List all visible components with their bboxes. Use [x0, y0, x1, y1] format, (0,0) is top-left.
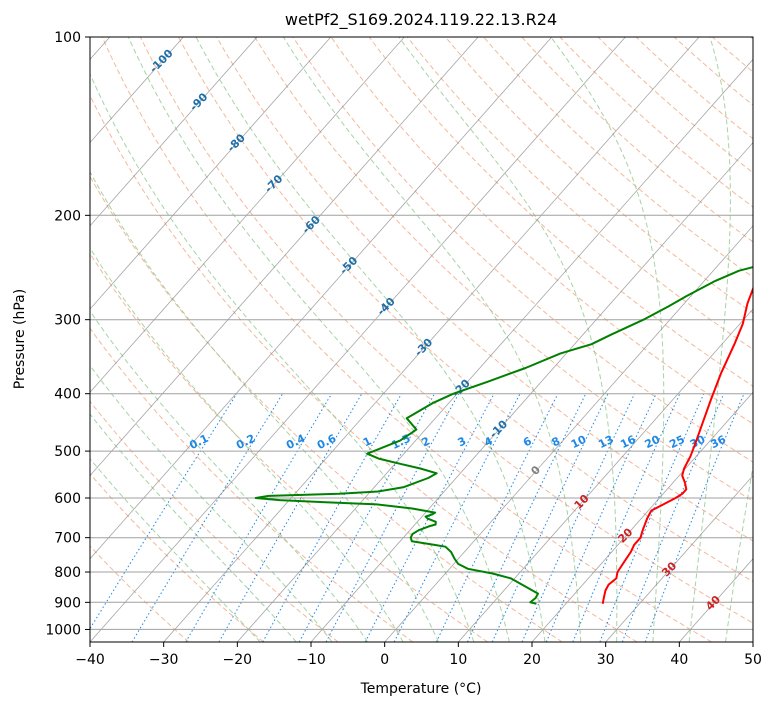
y-tick-label: 900 [54, 595, 81, 611]
plot-frame [89, 36, 754, 643]
x-tick-label: −20 [223, 652, 253, 668]
moist-adiabat [90, 413, 297, 642]
isotherm-line [90, 37, 626, 642]
moist-adiabat [550, 37, 665, 642]
moist-adiabat [282, 37, 582, 642]
dewpoint-line [254, 266, 753, 605]
y-tick-label: 600 [54, 491, 81, 507]
x-tick-label: 30 [597, 652, 615, 668]
y-tick-label: 400 [54, 387, 81, 403]
x-tick-label: 0 [380, 652, 389, 668]
mixing-ratio-line [644, 393, 745, 642]
isotherm-line [310, 141, 753, 642]
chart-title: wetPf2_S169.2024.119.22.13.R24 [285, 10, 557, 30]
temperature-line [601, 285, 753, 604]
isotherm-line [531, 391, 753, 642]
mixing-ratio-line [185, 393, 333, 642]
isotherm-line [237, 58, 753, 642]
mixing-ratio-line [131, 393, 284, 642]
mixing-ratio-line [467, 393, 587, 642]
y-axis: 100 200 300 400 500 600 700 800 900 1000 [45, 30, 90, 638]
isotherm-line [90, 37, 332, 310]
x-tick-label: −10 [296, 652, 326, 668]
moist-adiabat [688, 37, 731, 642]
mixing-ratio-label: 10 [569, 433, 589, 452]
isotherm-line [384, 225, 753, 642]
dry-adiabat [216, 37, 753, 542]
mixing-ratio-label: 30 [688, 433, 708, 452]
y-tick-label: 100 [54, 30, 81, 46]
mixing-ratio-line [90, 393, 238, 630]
moist-adiabat [90, 310, 369, 642]
isotherm-line [752, 641, 753, 642]
y-tick-label: 300 [54, 313, 81, 329]
isotherm-line [90, 37, 405, 393]
dry-adiabat [178, 37, 753, 583]
mixing-ratio-label: 13 [596, 433, 615, 451]
isotherm-line [90, 37, 553, 560]
mixing-ratio-label: 16 [618, 433, 638, 452]
isotherm-line [163, 37, 700, 642]
x-tick-label: 50 [744, 652, 762, 668]
isotherm-line [90, 37, 258, 227]
x-axis-title: Temperature (°C) [360, 681, 482, 697]
isotherm-line [90, 37, 184, 144]
dry-adiabat [750, 37, 753, 40]
plot-area [90, 37, 753, 642]
dry-adiabat [90, 175, 563, 642]
mixing-ratio-line [491, 393, 609, 642]
dry-adiabat [139, 37, 753, 624]
mixing-ratio-line [521, 393, 636, 642]
x-tick-label: −40 [75, 652, 105, 668]
dry-adiabat [90, 400, 339, 642]
moist-adiabat [90, 247, 404, 642]
y-tick-label: 800 [54, 565, 81, 581]
y-tick-label: 1000 [45, 622, 81, 638]
mixing-ratio-line [298, 393, 435, 642]
series-group [254, 266, 753, 605]
x-tick-label: 20 [523, 652, 541, 668]
y-tick-label: 500 [54, 444, 81, 460]
dry-adiabat [90, 472, 264, 642]
mixing-ratio-line [262, 393, 402, 642]
dry-adiabat [254, 37, 753, 502]
mixing-ratio-label: 36 [709, 433, 729, 452]
y-axis-title: Pressure (hPa) [12, 289, 28, 389]
moist-adiabat [90, 170, 439, 642]
x-tick-label: 40 [670, 652, 688, 668]
moist-adiabat [90, 73, 475, 642]
x-axis: −40 −30 −20 −10 0 10 20 30 40 50 [75, 642, 762, 668]
moist-adiabat [195, 37, 546, 642]
moist-adiabat [90, 457, 261, 642]
grid-lines [90, 37, 753, 642]
isotherm-line [605, 474, 753, 642]
moist-adiabat [90, 364, 333, 642]
x-tick-label: −30 [149, 652, 179, 668]
dry-adiabat [368, 37, 753, 387]
dry-adiabat [101, 37, 712, 642]
y-tick-label: 700 [54, 531, 81, 547]
isotherm-line [458, 308, 753, 642]
dry-adiabat [90, 252, 488, 642]
dry-adiabat [292, 37, 753, 463]
y-tick-label: 200 [54, 208, 81, 224]
mixing-ratio-line [393, 393, 521, 642]
x-tick-label: 10 [449, 652, 467, 668]
dry-adiabat [406, 37, 753, 350]
moist-adiabat [725, 463, 753, 642]
mixing-ratio-line [218, 393, 363, 642]
mixing-ratio-label: 25 [667, 433, 686, 451]
isotherm-line [90, 37, 479, 477]
moist-adiabat [127, 37, 510, 642]
dry-adiabat [90, 94, 638, 642]
mixing-ratio-label: 20 [643, 433, 663, 452]
